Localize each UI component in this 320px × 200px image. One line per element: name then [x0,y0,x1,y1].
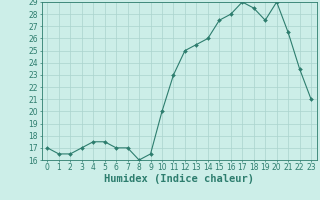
X-axis label: Humidex (Indice chaleur): Humidex (Indice chaleur) [104,174,254,184]
